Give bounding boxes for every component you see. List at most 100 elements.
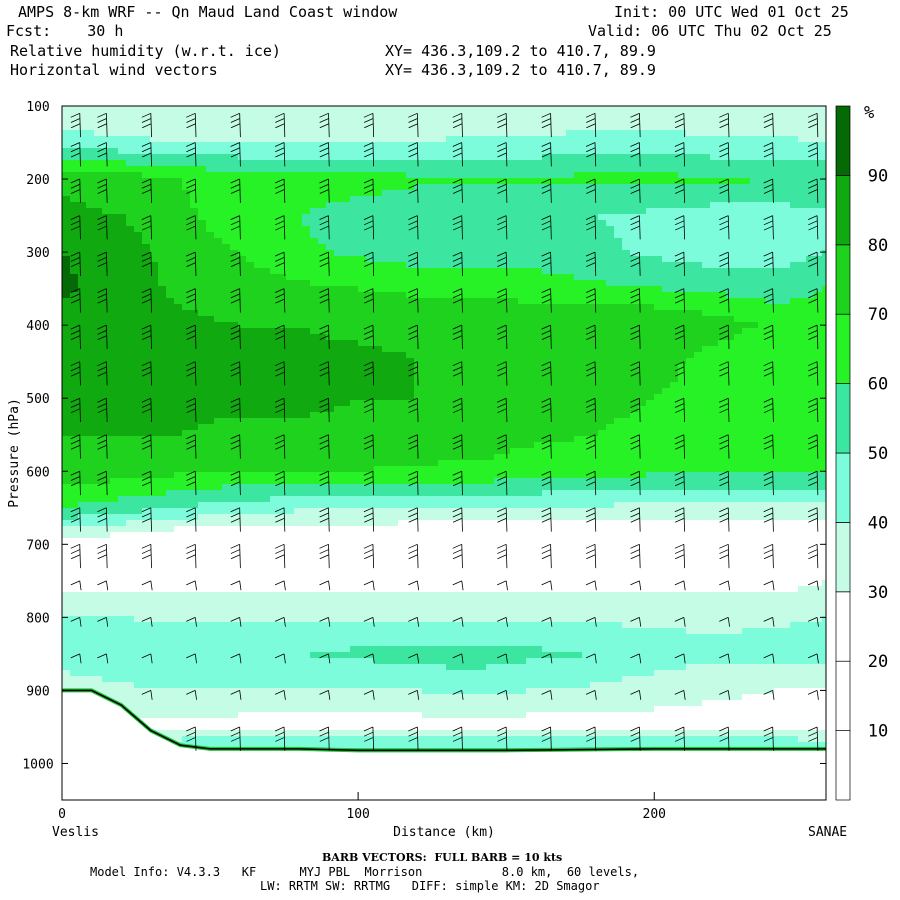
rh-cell — [558, 346, 567, 353]
rh-cell — [350, 148, 359, 155]
rh-cell — [198, 184, 207, 191]
rh-cell — [142, 238, 151, 245]
rh-cell — [286, 130, 295, 137]
rh-cell — [710, 202, 719, 209]
rh-cell — [366, 118, 375, 125]
rh-cell — [470, 106, 479, 113]
rh-cell — [814, 208, 823, 215]
rh-cell — [678, 310, 687, 317]
rh-cell — [630, 304, 639, 311]
rh-cell — [446, 400, 455, 407]
rh-cell — [142, 346, 151, 353]
rh-cell — [206, 370, 215, 377]
rh-cell — [198, 262, 207, 269]
rh-cell — [534, 148, 543, 155]
rh-cell — [486, 142, 495, 149]
rh-cell — [198, 154, 207, 161]
rh-cell — [518, 106, 527, 113]
rh-cell — [174, 376, 183, 383]
rh-cell — [342, 250, 351, 257]
rh-cell — [670, 124, 679, 131]
rh-cell — [102, 220, 111, 227]
rh-cell — [438, 214, 447, 221]
rh-cell — [622, 136, 631, 143]
rh-cell — [398, 376, 407, 383]
rh-cell — [726, 394, 735, 401]
rh-cell — [654, 202, 663, 209]
rh-cell — [470, 400, 479, 407]
rh-cell — [310, 172, 319, 179]
rh-cell — [70, 352, 79, 359]
rh-cell — [366, 256, 375, 263]
rh-cell — [406, 130, 415, 137]
rh-cell — [582, 154, 591, 161]
rh-cell — [614, 268, 623, 275]
rh-cell — [662, 292, 671, 299]
rh-cell — [262, 220, 271, 227]
rh-cell — [150, 358, 159, 365]
rh-cell — [710, 226, 719, 233]
rh-cell — [374, 202, 383, 209]
rh-cell — [86, 370, 95, 377]
rh-cell — [774, 196, 783, 203]
rh-cell — [790, 220, 799, 227]
rh-cell — [406, 262, 415, 269]
rh-cell — [334, 406, 343, 413]
rh-cell — [142, 136, 151, 143]
rh-cell — [270, 310, 279, 317]
rh-cell — [406, 394, 415, 401]
rh-cell — [670, 286, 679, 293]
rh-cell — [638, 322, 647, 329]
rh-cell — [726, 106, 735, 113]
rh-cell — [670, 310, 679, 317]
rh-cell — [702, 322, 711, 329]
rh-cell — [558, 214, 567, 221]
rh-cell — [638, 286, 647, 293]
rh-cell — [446, 190, 455, 197]
rh-cell — [726, 196, 735, 203]
rh-cell — [174, 238, 183, 245]
rh-cell — [750, 346, 759, 353]
rh-cell — [158, 238, 167, 245]
rh-cell — [62, 202, 71, 209]
rh-cell — [510, 310, 519, 317]
rh-cell — [110, 382, 119, 389]
rh-cell — [278, 382, 287, 389]
rh-cell — [142, 124, 151, 131]
rh-cell — [334, 358, 343, 365]
rh-cell — [150, 214, 159, 221]
rh-cell — [750, 160, 759, 167]
rh-cell — [62, 292, 71, 299]
rh-cell — [598, 202, 607, 209]
rh-cell — [326, 172, 335, 179]
rh-cell — [62, 274, 71, 281]
rh-cell — [478, 382, 487, 389]
rh-cell — [118, 136, 127, 143]
rh-cell — [742, 250, 751, 257]
rh-cell — [430, 340, 439, 347]
rh-cell — [566, 388, 575, 395]
rh-cell — [822, 382, 827, 389]
rh-cell — [286, 280, 295, 287]
rh-cell — [646, 232, 655, 239]
rh-cell — [318, 190, 327, 197]
rh-cell — [294, 112, 303, 119]
rh-cell — [542, 328, 551, 335]
rh-cell — [270, 292, 279, 299]
rh-cell — [806, 106, 815, 113]
rh-cell — [534, 334, 543, 341]
rh-cell — [814, 322, 823, 329]
rh-cell — [294, 352, 303, 359]
rh-cell — [662, 280, 671, 287]
rh-cell — [382, 316, 391, 323]
rh-cell — [742, 298, 751, 305]
rh-cell — [590, 160, 599, 167]
rh-cell — [158, 190, 167, 197]
rh-cell — [662, 232, 671, 239]
rh-cell — [318, 334, 327, 341]
rh-cell — [678, 280, 687, 287]
rh-cell — [190, 184, 199, 191]
rh-cell — [366, 304, 375, 311]
rh-cell — [686, 190, 695, 197]
rh-cell — [446, 412, 455, 419]
